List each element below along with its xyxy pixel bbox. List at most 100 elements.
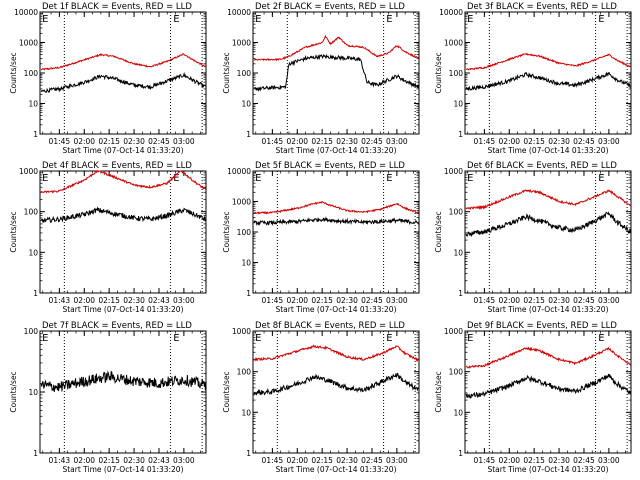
x-tick-label: 01:45 <box>474 296 496 305</box>
y-tick-label: 100 <box>24 208 39 217</box>
x-tick-label: 02:15 <box>311 296 333 305</box>
x-tick-label: 02:45 <box>361 456 383 465</box>
series-line-events <box>253 372 419 396</box>
series-line-lld <box>253 344 419 363</box>
y-tick-label: 1 <box>458 130 463 139</box>
x-axis-label: Start Time (07-Oct-14 01:33:20) <box>62 305 183 314</box>
panel-title: Det 3f BLACK = Events, RED = LLD <box>467 2 617 12</box>
y-tick-label: 1000 <box>444 167 463 176</box>
series-line-lld <box>465 189 631 210</box>
y-tick-label: 100 <box>237 69 252 78</box>
x-tick-label: 02:00 <box>498 137 520 146</box>
x-tick-label: 02:00 <box>286 137 308 146</box>
x-tick-label: 02:15 <box>523 456 545 465</box>
event-flag: E <box>598 14 604 25</box>
x-tick-label: 02:45 <box>361 137 383 146</box>
x-tick-label: 01:45 <box>262 137 284 146</box>
y-tick-label: 1000 <box>19 167 38 176</box>
x-axis-label: Start Time (07-Oct-14 01:33:20) <box>487 146 608 155</box>
x-tick-label: 01:43 <box>49 296 71 305</box>
plot-frame <box>39 11 207 135</box>
panel-title: Det 6f BLACK = Events, RED = LLD <box>467 161 617 171</box>
x-axis-label: Start Time (07-Oct-14 01:33:20) <box>487 305 608 314</box>
x-tick-label: 02:15 <box>98 296 120 305</box>
y-tick-label: 10 <box>241 100 251 109</box>
y-tick-label: 10000 <box>227 8 251 17</box>
panel-det-2: Det 2f BLACK = Events, RED = LLD 1 10 100 10… <box>222 2 420 155</box>
x-tick-label: 02:43 <box>148 296 170 305</box>
y-tick-label: 100 <box>237 368 252 377</box>
x-tick-label: 01:45 <box>49 137 71 146</box>
panel-det-1: Det 1f BLACK = Events, RED = LLD 1 10 100 10… <box>9 2 207 155</box>
x-tick-label: 02:30 <box>336 456 358 465</box>
x-tick-label: 03:00 <box>598 456 620 465</box>
event-flag: E <box>42 333 48 344</box>
x-tick-label: 03:00 <box>386 296 408 305</box>
y-tick-label: 1 <box>458 289 463 298</box>
panel-det-3: Det 3f BLACK = Events, RED = LLD 1 10 100 10… <box>434 2 632 155</box>
x-tick-label: 02:00 <box>286 456 308 465</box>
x-tick-label: 02:45 <box>361 296 383 305</box>
x-tick-label: 02:30 <box>548 456 570 465</box>
x-tick-label: 02:43 <box>148 456 170 465</box>
event-flag: E <box>386 173 392 184</box>
event-flag: E <box>467 173 473 184</box>
event-flag: E <box>42 14 48 25</box>
event-flag: E <box>173 14 179 25</box>
x-tick-label: 02:15 <box>523 296 545 305</box>
x-tick-label: 03:00 <box>598 296 620 305</box>
y-axis-label: Counts/sec <box>222 211 231 252</box>
x-axis-label: Start Time (07-Oct-14 01:33:20) <box>275 305 396 314</box>
panel-det-4: Det 4f BLACK = Events, RED = LLD 1 10 100 10… <box>9 161 207 314</box>
y-tick-label: 1 <box>33 130 38 139</box>
x-tick-label: 02:15 <box>523 137 545 146</box>
event-flag: E <box>173 173 179 184</box>
series-line-lld <box>465 346 631 369</box>
y-tick-label: 100 <box>449 69 464 78</box>
series-line-events <box>41 206 206 224</box>
series-line-lld <box>40 53 206 71</box>
x-tick-label: 03:00 <box>173 456 195 465</box>
y-tick-label: 1000 <box>232 327 251 336</box>
panel-title: Det 1f BLACK = Events, RED = LLD <box>42 2 192 12</box>
x-tick-label: 02:30 <box>123 296 145 305</box>
x-tick-label: 01:45 <box>474 456 496 465</box>
y-tick-label: 1 <box>246 449 251 458</box>
x-tick-label: 03:00 <box>598 137 620 146</box>
x-axis-label: Start Time (07-Oct-14 01:33:20) <box>275 146 396 155</box>
x-tick-label: 02:45 <box>148 137 170 146</box>
series-line-events <box>40 370 206 392</box>
y-tick-label: 10 <box>453 248 463 257</box>
panel-det-6: Det 6f BLACK = Events, RED = LLD 1 10 100 10… <box>434 161 632 314</box>
series-line-events <box>253 216 419 227</box>
event-flag: E <box>467 14 473 25</box>
panel-title: Det 5f BLACK = Events, RED = LLD <box>255 161 405 171</box>
panel-title: Det 4f BLACK = Events, RED = LLD <box>42 161 192 171</box>
y-tick-label: 10 <box>28 100 38 109</box>
event-flag: E <box>467 333 473 344</box>
plot-frame <box>252 11 420 135</box>
x-axis-label: Start Time (07-Oct-14 01:33:20) <box>275 465 396 474</box>
event-flag: E <box>255 14 261 25</box>
y-tick-label: 10000 <box>14 8 38 17</box>
y-tick-label: 1 <box>33 289 38 298</box>
series-line-lld <box>254 34 419 62</box>
panel-title: Det 7f BLACK = Events, RED = LLD <box>42 321 192 331</box>
y-tick-label: 10 <box>28 388 38 397</box>
y-tick-label: 1 <box>246 289 251 298</box>
x-tick-label: 02:30 <box>548 137 570 146</box>
y-axis-label: Counts/sec <box>9 211 18 252</box>
x-tick-label: 01:43 <box>49 456 71 465</box>
event-flag: E <box>386 333 392 344</box>
y-axis-label: Counts/sec <box>9 52 18 93</box>
series-line-lld <box>253 201 419 215</box>
series-line-lld <box>40 170 206 194</box>
y-axis-label: Counts/sec <box>9 371 18 412</box>
series-line-lld <box>466 52 631 71</box>
y-axis-label: Counts/sec <box>434 52 443 93</box>
event-flag: E <box>255 333 261 344</box>
y-tick-label: 10 <box>28 248 38 257</box>
series-line-events <box>253 53 419 92</box>
x-tick-label: 02:30 <box>336 137 358 146</box>
x-tick-label: 01:45 <box>262 296 284 305</box>
